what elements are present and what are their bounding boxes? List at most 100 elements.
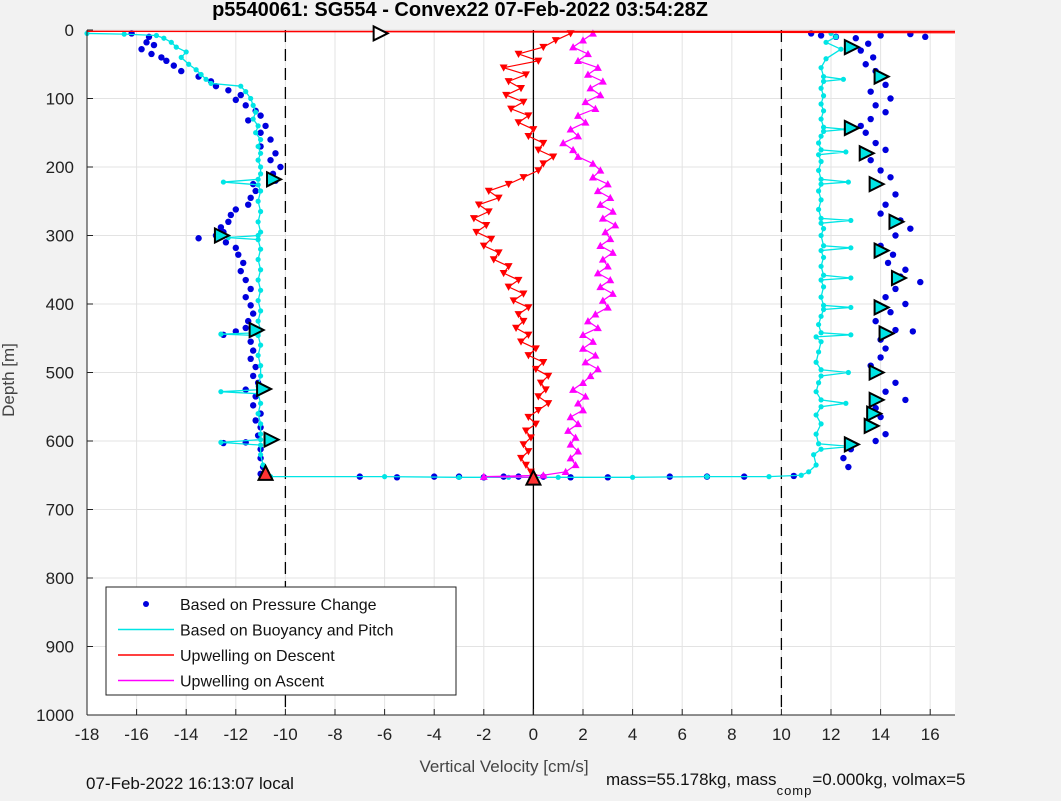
axes: -18 -16 -14 -12 -10 -8 -6 -4 -2 0 2 4 6 8 10 12 14 16 0 100… [36,21,955,744]
series-0-point [249,310,257,317]
series-2-point [472,228,481,237]
series-1-point [843,400,849,406]
series-1-point [848,217,854,224]
marker [256,380,274,398]
series-3-point [579,330,587,339]
series-3-point [608,207,617,215]
legend-swatch [143,601,149,607]
series-3-point [571,433,580,441]
series-1-point [818,313,824,319]
series-3-point [574,111,583,119]
series-3-point [598,77,607,85]
series-1-point [255,232,261,239]
series-0-point [235,251,242,258]
series-0-point [242,276,249,284]
series-1-point [818,197,824,203]
series-0-point [267,156,274,164]
series-3-point [593,323,602,332]
series-0-point [242,324,249,332]
series-2-point [521,71,530,79]
series-2-point [524,331,533,339]
series-2-point [512,324,521,332]
marker [372,24,390,43]
series-3-point [564,426,573,434]
series-1-point [704,474,710,480]
series-0-point [163,57,170,65]
series-1-point [255,219,261,225]
series-0-point [909,328,917,335]
x-tick-label: 2 [578,725,587,744]
series-3-point [574,399,583,407]
series-0-point [872,317,879,325]
series-1-point [250,116,256,122]
x-tick-label: -12 [224,725,249,744]
series-0-point [252,187,259,195]
series-1-point [255,123,261,129]
series-1-point [255,297,261,304]
series-1-point [186,61,192,67]
series-3-point [539,471,548,479]
series-1-point [816,321,822,328]
series-1-point [848,275,854,281]
series-0-point [245,117,252,124]
series-1-point [811,452,817,458]
y-tick-label: 700 [46,501,74,520]
x-tick-label: -10 [273,725,298,744]
series-1-point [255,143,261,150]
series-0-point [138,45,145,53]
x-tick-label: 10 [772,725,791,744]
series-2-point [504,263,513,271]
series-2-point [521,461,530,469]
series-1-point [555,474,561,480]
surface-line [86,30,956,34]
series-0-point [902,300,909,308]
series-1-point [820,306,827,313]
series-0-point [892,326,899,334]
series-1-point [253,109,259,115]
series-0-point [852,35,859,42]
marker [843,435,862,454]
series-0-point [148,50,155,58]
series-2-point [514,50,523,58]
series-1-point [220,179,226,185]
series-1-point [818,116,824,122]
series-2-point [504,283,513,291]
x-tick-label: -8 [327,725,342,744]
series-1-point [218,389,224,395]
series-1-point [258,437,264,443]
series-1-point [818,176,824,182]
series-2-point [517,454,525,463]
y-tick-label: 800 [46,569,74,588]
series-2-point [469,215,478,223]
series-3-line [483,32,617,478]
series-0-point [882,345,889,352]
series-1-point [258,208,264,215]
y-tick-label: 100 [46,90,74,109]
series-1-point [818,339,824,345]
marker [858,144,876,162]
series-1-point [248,95,254,102]
series-1-point [818,133,824,139]
series-3-point [574,419,583,428]
series-2-point [524,413,533,422]
y-tick-label: 500 [46,364,74,383]
series-3-point [593,63,602,71]
series-3-point [586,84,595,92]
x-tick-label: 6 [677,725,686,744]
series-2-point [526,434,535,442]
series-1-point [255,198,261,204]
series-3-point [606,276,615,284]
chart-title: p5540061: SG554 - Convex22 07-Feb-2022 0… [212,0,708,21]
series-1-point [766,474,772,480]
marker [866,404,884,423]
x-tick-label: 16 [921,725,940,744]
series-3-point [581,118,590,126]
series-1-point [813,389,819,395]
series-0-point [247,355,254,362]
series-1-point [193,67,199,73]
series-0-point [170,62,177,69]
series-0-point [225,87,232,94]
series-1-point [153,32,160,39]
series-1-point [848,304,854,311]
series-2-point [517,338,525,346]
